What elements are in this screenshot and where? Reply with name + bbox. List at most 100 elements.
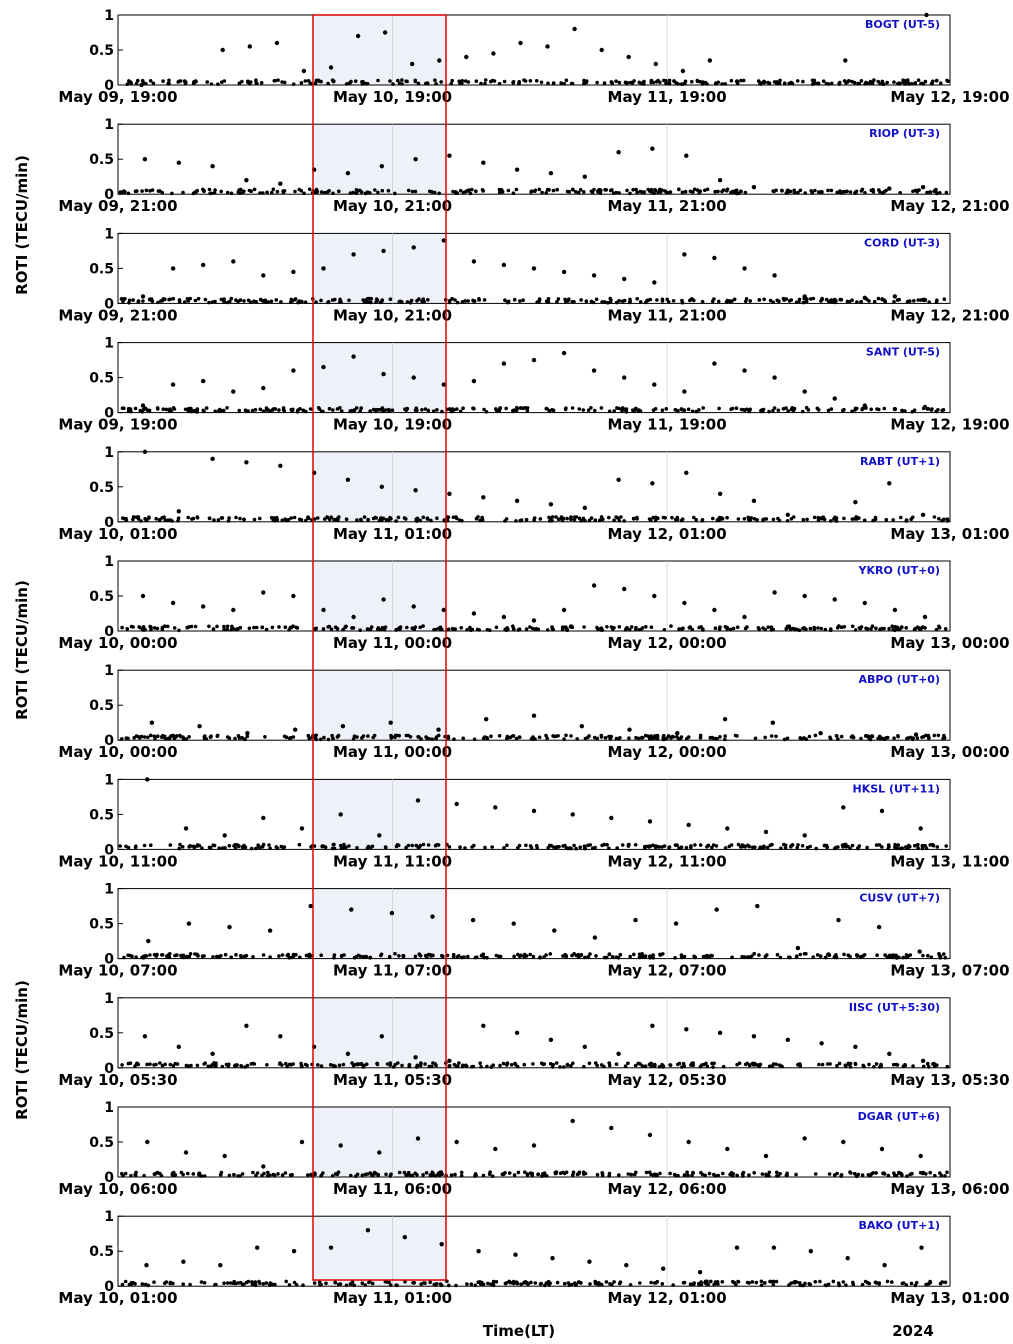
roti-point: [933, 1064, 937, 1068]
roti-point: [853, 81, 857, 85]
roti-point: [833, 956, 837, 960]
roti-point: [187, 299, 191, 303]
roti-point: [301, 1283, 305, 1287]
roti-point: [758, 82, 762, 86]
roti-point: [724, 82, 728, 86]
roti-point: [567, 1281, 571, 1285]
roti-point: [338, 300, 342, 304]
roti-point: [839, 1174, 843, 1178]
roti-point: [296, 301, 300, 305]
roti-point: [331, 1174, 335, 1178]
roti-point: [141, 594, 145, 598]
roti-point: [473, 738, 477, 742]
roti-point: [776, 1174, 780, 1178]
roti-point: [207, 301, 211, 305]
roti-point: [814, 734, 818, 738]
roti-point: [163, 297, 167, 301]
roti-point: [260, 1174, 264, 1178]
roti-point: [423, 1062, 427, 1066]
roti-point: [447, 492, 451, 496]
roti-point: [681, 627, 685, 631]
roti-point: [716, 190, 720, 194]
roti-point: [796, 79, 800, 83]
roti-point: [380, 164, 384, 168]
roti-point: [711, 299, 715, 303]
roti-point: [220, 80, 224, 84]
roti-point: [780, 189, 784, 193]
roti-point: [930, 82, 934, 86]
roti-point: [648, 1063, 652, 1067]
roti-point: [877, 297, 881, 301]
roti-point: [919, 1154, 923, 1158]
roti-point: [143, 1034, 147, 1038]
roti-point: [490, 845, 494, 849]
roti-point: [197, 724, 201, 728]
roti-point: [304, 410, 308, 414]
roti-point: [879, 1064, 883, 1068]
roti-point: [332, 518, 336, 522]
roti-point: [471, 299, 475, 303]
roti-point: [786, 1038, 790, 1042]
roti-point: [744, 300, 748, 304]
roti-point: [410, 844, 414, 848]
roti-point: [175, 953, 179, 957]
roti-point: [863, 519, 867, 523]
storm-shading: [313, 670, 446, 740]
roti-point: [460, 519, 464, 523]
roti-point: [329, 65, 333, 69]
roti-point: [601, 1172, 605, 1176]
roti-point: [783, 738, 787, 742]
roti-point: [691, 1063, 695, 1067]
roti-point: [156, 407, 160, 411]
roti-point: [203, 735, 207, 739]
roti-point: [861, 188, 865, 192]
roti-point: [854, 1063, 858, 1067]
axes-frame: [118, 452, 950, 522]
roti-point: [924, 13, 928, 17]
roti-point: [591, 191, 595, 195]
roti-point: [526, 1282, 530, 1286]
roti-point: [300, 1064, 304, 1068]
roti-point: [885, 81, 889, 85]
roti-point: [526, 409, 530, 413]
roti-point: [863, 953, 867, 957]
x-tick-label: May 10, 06:00: [58, 1180, 177, 1198]
roti-point: [731, 1280, 735, 1284]
roti-point: [607, 516, 611, 520]
roti-point: [153, 953, 157, 957]
roti-point: [390, 735, 394, 739]
roti-point: [552, 928, 556, 932]
roti-point: [566, 847, 570, 851]
roti-point: [518, 627, 522, 631]
y-axis-title: ROTI (TECU/min): [13, 980, 31, 1120]
roti-point: [166, 955, 170, 959]
roti-point: [391, 82, 395, 86]
roti-point: [856, 847, 860, 851]
roti-point: [916, 846, 920, 850]
roti-point: [304, 79, 308, 83]
roti-point: [814, 847, 818, 851]
x-tick-label: May 11, 11:00: [333, 852, 452, 870]
roti-point: [639, 190, 643, 194]
roti-point: [284, 1062, 288, 1066]
roti-point: [741, 1172, 745, 1176]
x-tick-label: May 12, 05:30: [608, 1071, 727, 1089]
roti-point: [782, 298, 786, 302]
roti-point: [414, 80, 418, 84]
roti-point: [624, 1064, 628, 1068]
roti-point: [544, 191, 548, 195]
roti-point: [306, 1173, 310, 1177]
roti-point: [911, 1064, 915, 1068]
roti-point: [491, 1174, 495, 1178]
roti-point: [838, 81, 842, 85]
roti-point: [355, 735, 359, 739]
roti-point: [808, 735, 812, 739]
roti-point: [499, 955, 503, 959]
roti-point: [435, 408, 439, 412]
station-label: YKRO (UT+0): [857, 564, 940, 577]
roti-point: [309, 407, 313, 411]
roti-point: [674, 408, 678, 412]
roti-point: [414, 955, 418, 959]
roti-point: [291, 368, 295, 372]
roti-point: [538, 297, 542, 301]
